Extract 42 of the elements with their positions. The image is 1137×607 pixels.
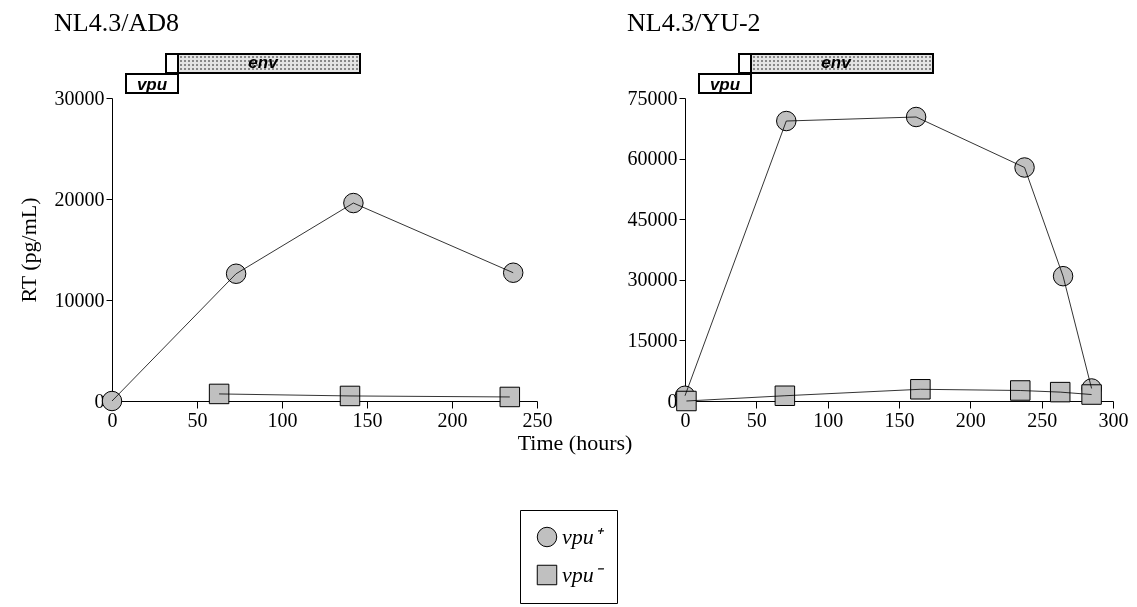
point bbox=[343, 192, 364, 214]
point bbox=[499, 386, 521, 408]
y-tick-label: 30000 bbox=[627, 268, 678, 291]
point bbox=[208, 383, 230, 405]
point bbox=[776, 110, 797, 132]
y-tick-label: 75000 bbox=[627, 86, 678, 109]
legend-label: vpu⁺ bbox=[562, 524, 605, 549]
point bbox=[225, 263, 247, 284]
x-tick-label: 50 bbox=[746, 408, 767, 431]
x-tick-label: 100 bbox=[267, 408, 298, 431]
y-tick-label: 60000 bbox=[627, 147, 678, 170]
gene-map: env vpu bbox=[698, 53, 934, 95]
y-tick-label: 15000 bbox=[627, 328, 678, 351]
point bbox=[502, 262, 524, 283]
gene-map: env vpu bbox=[125, 53, 361, 95]
legend-label: vpu⁻ bbox=[562, 562, 605, 587]
point bbox=[910, 379, 931, 400]
point bbox=[1081, 384, 1102, 405]
x-tick-label: 200 bbox=[955, 408, 986, 431]
x-axis-title: Time (hours) bbox=[517, 430, 633, 456]
point bbox=[1052, 265, 1074, 287]
point bbox=[1014, 157, 1035, 178]
y-axis-title: RT (pg/mL) bbox=[15, 197, 41, 303]
x-tick-label: 200 bbox=[437, 408, 468, 431]
chart-title: NL4.3/YU-2 bbox=[627, 8, 761, 37]
x-tick-label: 250 bbox=[1027, 408, 1058, 431]
point bbox=[905, 106, 927, 128]
point bbox=[676, 390, 697, 412]
x-tick-label: 100 bbox=[813, 408, 844, 431]
y-tick-label: 10000 bbox=[54, 288, 105, 311]
x-tick-label: 300 bbox=[1098, 408, 1129, 431]
y-tick-label: 30000 bbox=[54, 86, 105, 109]
x-tick-label: 50 bbox=[187, 408, 208, 431]
x-tick-label: 150 bbox=[884, 408, 915, 431]
point bbox=[101, 390, 123, 412]
y-tick-label: 20000 bbox=[54, 187, 105, 210]
x-tick-label: 250 bbox=[522, 408, 553, 431]
x-tick-label: 150 bbox=[352, 408, 383, 431]
point bbox=[1049, 381, 1071, 403]
y-tick-label: 45000 bbox=[627, 207, 678, 230]
chart-title: NL4.3/AD8 bbox=[54, 8, 179, 37]
point bbox=[774, 385, 796, 406]
